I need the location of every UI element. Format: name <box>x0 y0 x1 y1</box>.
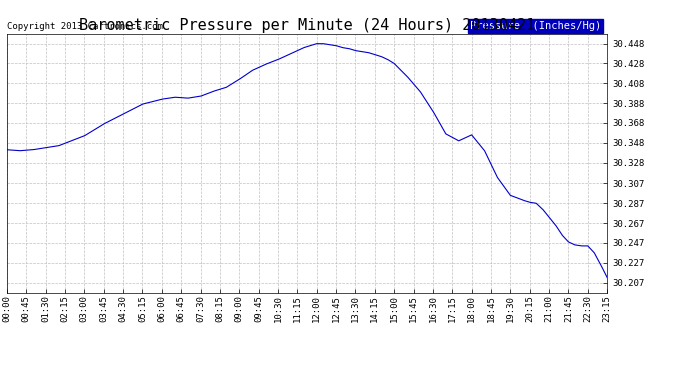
Text: Pressure  (Inches/Hg): Pressure (Inches/Hg) <box>470 21 601 31</box>
Title: Barometric Pressure per Minute (24 Hours) 20130421: Barometric Pressure per Minute (24 Hours… <box>79 18 535 33</box>
Text: Copyright 2013 Cartronics.com: Copyright 2013 Cartronics.com <box>7 22 163 31</box>
